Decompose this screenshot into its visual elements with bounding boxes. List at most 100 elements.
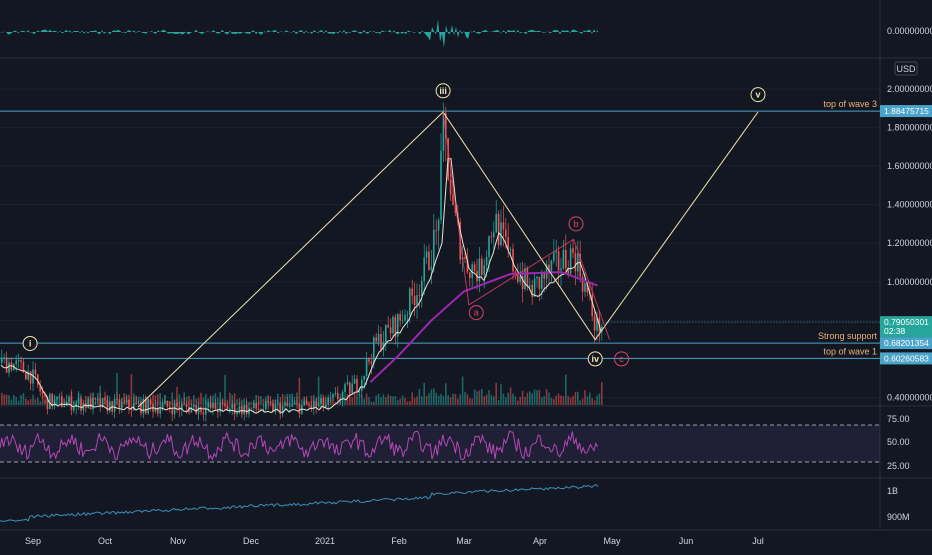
candle-body [562,250,565,269]
candle-body [77,398,80,404]
candle-body [272,403,274,412]
volume-bar [154,395,157,405]
volume-bar [459,394,461,405]
candle-body [200,406,202,413]
volume-bar [423,382,425,405]
volume-bar [500,384,502,405]
volume-bar [20,395,22,405]
volume-bar [17,400,20,405]
candle-body [380,333,382,350]
volume-bar [219,392,221,405]
volume-bar [565,374,567,405]
candle-body [142,398,145,414]
volume-bar [301,399,303,405]
volume-bar [243,398,245,405]
candle-body [394,316,397,337]
candle-body [409,288,411,315]
wave-label-circle [587,351,603,367]
candle-body [445,112,447,139]
candle-body [584,283,586,292]
volume-bar [15,397,17,405]
level-price-tag [880,352,932,365]
volume-bar [130,374,133,405]
candle-body [351,383,353,394]
volume-bar [485,394,488,405]
candle-body [159,408,161,414]
volume-bar [32,394,34,405]
volume-bar [368,397,370,405]
candle-body [418,295,421,296]
candle-body [442,112,445,151]
wave-path-line[interactable] [137,111,759,408]
horizontal-levels[interactable]: top of wave 3 1.88475715 Strong support 0.6… [0,99,932,365]
candlestick-series [1,102,603,422]
volume-bar [457,398,459,405]
candle-body [505,229,507,238]
candle-body [500,222,502,245]
candle-body [269,402,272,404]
candle-body [214,402,217,410]
candle-body [37,374,39,385]
correction-path-line[interactable] [442,111,611,340]
volume-bar [356,397,358,405]
volume-bar [358,393,361,405]
candle-body [399,314,401,321]
candle-body [44,394,46,397]
volume-bar [349,393,351,405]
candle-body [574,253,577,272]
candle-body [109,401,111,412]
candle-body [423,257,425,281]
candle-body [185,404,188,407]
wave-label-circle [435,83,451,99]
time-tick-label: Jul [752,536,764,546]
currency-badge[interactable] [894,61,918,76]
volume-bar [39,401,41,405]
price-tick-label: 1.40000000 [887,200,932,210]
candle-body [464,257,466,259]
volume-bar [202,397,205,405]
volume-bar [385,397,387,405]
candle-body [416,295,418,306]
volume-bar [538,390,541,405]
volume-bar [190,399,193,405]
volume-bar [548,392,550,405]
candle-body [317,403,320,407]
time-axis[interactable]: Sep Oct Nov Dec 2021 Feb Mar Apr May Jun Jul [25,536,764,546]
volume-bar [397,400,399,405]
candle-body [543,273,545,279]
candle-body [413,295,416,306]
candle-body [233,404,236,415]
level-label: top of wave 3 [823,99,877,109]
price-tick-label: 2.00000000 [887,84,932,94]
candle-body [116,398,118,400]
candle-body [440,150,442,220]
candle-body [209,402,212,408]
volume-bar [428,393,430,405]
wave-label-text: b [573,219,578,229]
candle-body [75,403,77,407]
volume-bar [497,399,500,405]
volume-bar [524,396,526,405]
volume-bar [377,393,380,405]
volume-bar [37,397,39,405]
candle-body [346,382,349,385]
candle-body [548,264,550,272]
wave-label-circle [614,351,630,367]
candle-body [125,399,128,403]
candle-body [368,359,370,362]
candle-body [46,396,49,410]
volume-bar [493,396,495,405]
candle-body [469,272,471,279]
volume-bar [1,392,3,405]
volume-bar [418,388,421,405]
volume-bar [541,397,543,405]
candle-body [495,213,497,233]
candle-body [53,399,56,407]
last-price-tag [880,316,932,338]
candle-body [531,285,533,297]
candle-body [565,250,567,269]
candle-body [118,399,121,409]
